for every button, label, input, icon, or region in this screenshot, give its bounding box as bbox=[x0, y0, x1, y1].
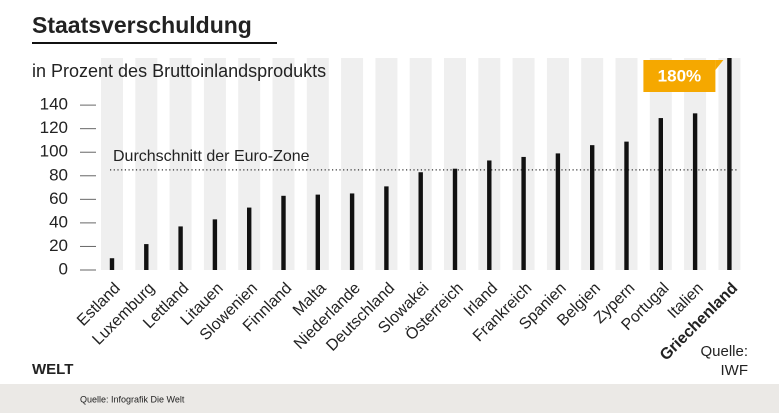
y-tick-label: 140 bbox=[40, 95, 68, 114]
bar bbox=[144, 244, 149, 270]
brand: WELT bbox=[32, 361, 73, 378]
bar bbox=[178, 226, 183, 270]
y-tick-label: 80 bbox=[49, 165, 68, 184]
bar bbox=[349, 193, 355, 270]
bar bbox=[692, 113, 698, 270]
value-label-box bbox=[643, 60, 716, 92]
column-stripe bbox=[375, 58, 398, 270]
chart-subtitle: in Prozent des Bruttoinlandsprodukts bbox=[32, 61, 326, 81]
y-tick-label: 0 bbox=[59, 259, 68, 278]
bar bbox=[658, 118, 663, 270]
column-stripe bbox=[238, 58, 261, 270]
y-tick-label: 20 bbox=[49, 236, 68, 255]
footer: Quelle: Infografik Die Welt bbox=[80, 394, 185, 404]
column-stripe bbox=[341, 58, 364, 270]
column-stripe bbox=[409, 58, 432, 270]
y-tick-label: 100 bbox=[40, 142, 68, 161]
bar bbox=[521, 156, 526, 270]
value-label: 180% bbox=[658, 66, 701, 85]
bar bbox=[384, 186, 389, 270]
footer-band bbox=[0, 384, 779, 413]
column-stripe bbox=[203, 58, 226, 270]
column-stripe bbox=[135, 58, 158, 270]
column-stripe bbox=[272, 58, 295, 270]
column-stripe bbox=[306, 58, 329, 270]
bar bbox=[487, 160, 492, 270]
source: IWF bbox=[721, 362, 749, 379]
column-stripe bbox=[444, 58, 466, 270]
chart-title: Staatsverschuldung bbox=[32, 12, 252, 38]
bar bbox=[452, 168, 458, 270]
bar bbox=[315, 194, 320, 270]
bar bbox=[109, 258, 115, 270]
bar bbox=[555, 153, 561, 270]
y-tick-label: 120 bbox=[40, 118, 68, 137]
column-stripe bbox=[101, 58, 123, 270]
bar bbox=[212, 219, 218, 270]
bar bbox=[247, 207, 252, 270]
y-tick-label: 40 bbox=[49, 212, 68, 231]
bar bbox=[590, 145, 595, 270]
bar bbox=[727, 58, 732, 270]
y-tick-label: 60 bbox=[49, 189, 68, 208]
bar bbox=[281, 195, 286, 270]
bar bbox=[624, 141, 629, 270]
source: Quelle: bbox=[700, 343, 748, 360]
reference-label: Durchschnitt der Euro-Zone bbox=[113, 148, 310, 165]
column-stripe bbox=[169, 58, 192, 270]
bar bbox=[418, 172, 423, 270]
value-label-pointer bbox=[715, 60, 724, 70]
